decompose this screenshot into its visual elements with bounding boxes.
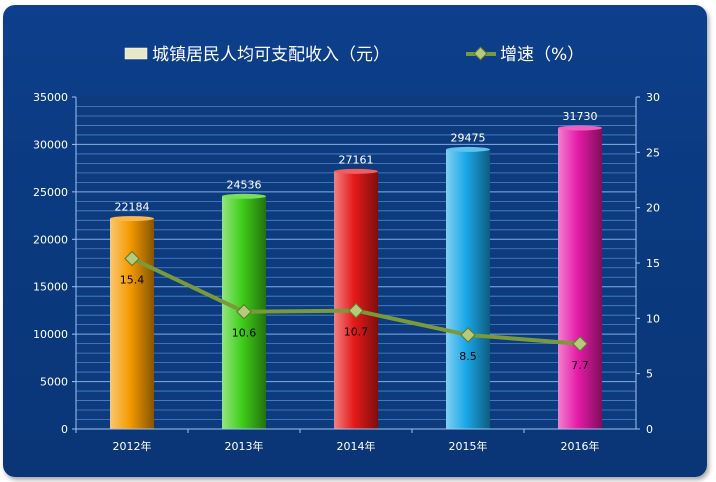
legend-label-rate: 增速（%） [500, 45, 584, 65]
bar-value-label: 29475 [451, 131, 486, 144]
y-left-tick-label: 15000 [33, 281, 68, 294]
legend-marker-rate [473, 46, 488, 61]
rate-value-label: 7.7 [571, 359, 589, 372]
x-tick-label: 2013年 [225, 439, 264, 453]
bar-top [222, 193, 266, 199]
rate-value-label: 8.5 [459, 350, 477, 363]
bar [110, 218, 154, 429]
bar-value-label: 27161 [339, 153, 374, 166]
rate-value-label: 15.4 [120, 274, 145, 287]
legend: 城镇居民人均可支配收入（元） 增速（%） [124, 45, 584, 65]
y-left-tick-label: 35000 [33, 91, 68, 104]
x-tick-label: 2016年 [561, 439, 600, 453]
x-tick-label: 2014年 [337, 439, 376, 453]
y-left-tick-label: 25000 [33, 186, 68, 199]
y-left-tick-label: 20000 [33, 233, 68, 246]
bar-value-label: 22184 [115, 201, 150, 214]
bar [558, 128, 602, 429]
bar-top [446, 146, 490, 152]
y-right-tick-label: 10 [646, 312, 660, 325]
y-left-tick-label: 0 [61, 423, 68, 436]
y-right-tick-label: 15 [646, 257, 660, 270]
legend-swatch-income [124, 47, 148, 60]
y-right-tick-label: 30 [646, 91, 660, 104]
legend-label-income: 城镇居民人均可支配收入（元） [152, 45, 390, 65]
rate-point [124, 250, 140, 267]
x-tick-label: 2015年 [449, 439, 488, 453]
y-right-tick-label: 20 [646, 202, 660, 215]
rate-value-label: 10.6 [232, 327, 257, 340]
chart-frame: 城镇居民人均可支配收入（元） 增速（%） 22184 24536 27161 2947… [3, 5, 707, 477]
y-left-tick-label: 30000 [33, 138, 68, 151]
chart: 城镇居民人均可支配收入（元） 增速（%） 22184 24536 27161 2947… [33, 45, 660, 453]
rate-point [348, 302, 364, 319]
y-right-tick-label: 0 [646, 423, 653, 436]
bar-top [558, 125, 602, 131]
bar [334, 171, 378, 429]
bar-value-label: 31730 [563, 110, 598, 123]
y-right-tick-label: 5 [646, 368, 653, 381]
axes: 0 5000 10000 15000 20000 25000 30000 35000 0 5 10 1… [33, 91, 660, 453]
bar-top [334, 168, 378, 174]
x-tick-label: 2012年 [113, 439, 152, 453]
rate-point [572, 336, 588, 352]
rate-point [236, 303, 252, 320]
rate-value-label: 10.7 [344, 326, 369, 339]
y-left-tick-label: 10000 [33, 328, 68, 341]
rate-line: 15.4 10.6 10.7 8.5 7.7 [120, 250, 589, 372]
bar-value-label: 24536 [227, 178, 262, 191]
bar-top [110, 216, 154, 222]
y-right-tick-label: 25 [646, 146, 660, 159]
y-left-tick-label: 5000 [40, 376, 68, 389]
bar [446, 149, 490, 429]
rate-point [460, 327, 476, 343]
